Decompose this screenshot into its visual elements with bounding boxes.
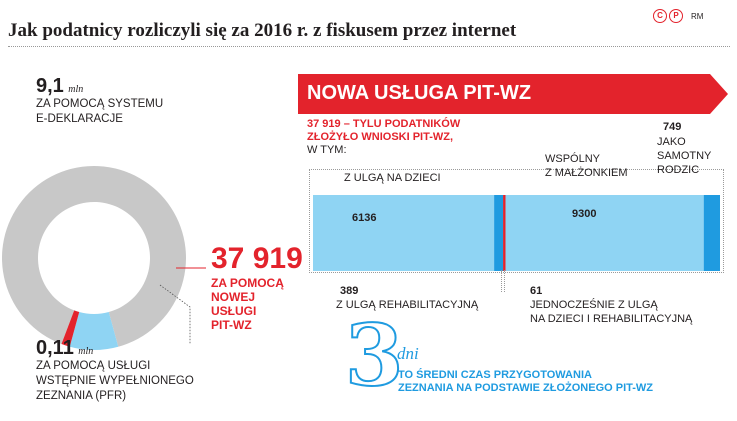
average-days-number: 3	[344, 306, 404, 405]
bar-segment-4	[703, 195, 720, 271]
value-malzonek: 9300	[572, 208, 597, 220]
bar-segments	[313, 195, 720, 271]
average-days-unit: dni	[397, 344, 419, 363]
pitwz-label: ZA POMOCĄ NOWEJ USŁUGI PIT-WZ	[211, 276, 284, 332]
rehab-leader	[501, 270, 502, 292]
label-rodzic: JAKO SAMOTNY RODZIC	[657, 136, 712, 176]
label-malzonek: WSPÓLNY Z MAŁŻONKIEM	[545, 153, 628, 179]
label-both: JEDNOCZEŚNIE Z ULGĄ NA DZIECI I REHABILI…	[530, 299, 693, 325]
value-rehab: 389	[340, 285, 359, 297]
pitwz-banner-shape	[298, 74, 728, 114]
bar-segment-1	[494, 195, 504, 271]
label-rehab: Z ULGĄ REHABILITACYJNĄ	[336, 299, 479, 311]
bar-frame	[309, 169, 724, 273]
edeklaracje-value: 9,1 mln	[36, 75, 84, 97]
value-dzieci: 6136	[352, 212, 377, 224]
pfr-value: 0,11 mln	[36, 337, 94, 359]
logo-circle-p: P	[669, 9, 683, 23]
logo-text: RM	[691, 11, 704, 21]
title-divider	[8, 46, 730, 47]
edeklaracje-label: ZA POMOCĄ SYSTEMU E-DEKLARACJE	[36, 98, 164, 125]
pfr-leader-line	[159, 284, 191, 344]
bar-segment-3	[505, 195, 704, 271]
average-days-description: TO ŚREDNI CZAS PRZYGOTOWANIA ZEZNANIA NA…	[398, 369, 654, 394]
donut-slice-0	[2, 166, 187, 347]
value-rodzic: 749	[663, 121, 682, 133]
publisher-logo: C P RM	[653, 9, 703, 23]
banner-title: NOWA USŁUGA PIT-WZ	[307, 82, 532, 104]
value-both: 61	[530, 285, 543, 297]
label-dzieci: Z ULGĄ NA DZIECI	[344, 172, 441, 184]
donut-slice-1	[69, 312, 119, 350]
bar-segment-0	[313, 195, 495, 271]
logo-circle-c: C	[653, 9, 667, 23]
page-title: Jak podatnicy rozliczyli się za 2016 r. …	[8, 20, 517, 41]
pfr-label: ZA POMOCĄ USŁUGI WSTĘPNIE WYPEŁNIONEGO Z…	[36, 360, 194, 402]
pitwz-total-text: 37 919 – TYLU PODATNIKÓW ZŁOŻYŁO WNIOSKI…	[307, 118, 461, 143]
both-leader	[504, 270, 505, 292]
pitwz-intro-suffix: W TYM:	[307, 144, 347, 156]
donut-slices	[2, 166, 187, 350]
pitwz-value: 37 919	[211, 242, 303, 275]
donut-slice-2	[61, 310, 80, 347]
bar-segment-2	[503, 195, 506, 271]
